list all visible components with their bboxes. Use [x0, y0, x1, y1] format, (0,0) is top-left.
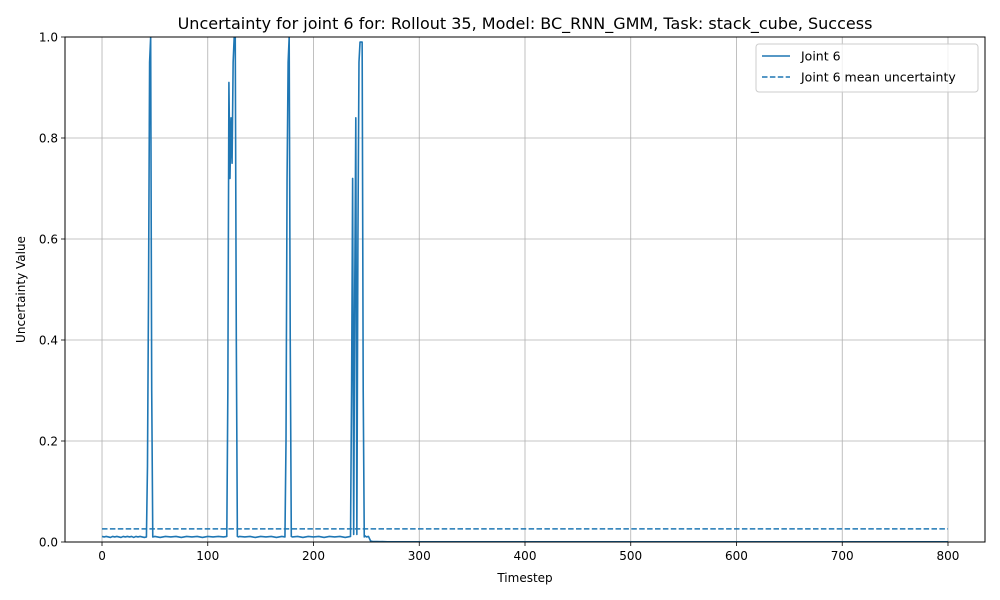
y-tick-label: 0.6 — [39, 232, 58, 246]
x-tick-label: 800 — [937, 549, 960, 563]
series-line-joint-6 — [101, 37, 948, 542]
legend-label-mean-uncertainty: Joint 6 mean uncertainty — [800, 70, 956, 85]
y-axis-label: Uncertainty Value — [14, 236, 28, 343]
chart-title: Uncertainty for joint 6 for: Rollout 35,… — [178, 14, 873, 34]
x-tick-label: 500 — [619, 549, 642, 563]
y-tick-label: 0.2 — [39, 434, 58, 448]
x-tick-label: 0 — [98, 549, 106, 563]
axis-ticks: 0 100 200 300 400 500 600 700 800 0.0 0.2 0.4 0.6 0.8… — [39, 30, 960, 563]
legend-box — [755, 43, 979, 93]
x-tick-label: 600 — [725, 549, 748, 563]
x-tick-label: 700 — [831, 549, 854, 563]
series-lines — [101, 37, 948, 542]
y-tick-label: 1.0 — [39, 30, 58, 44]
x-tick-label: 200 — [302, 549, 325, 563]
x-tick-label: 100 — [196, 549, 219, 563]
x-tick-label: 400 — [514, 549, 537, 563]
legend: Joint 6 Joint 6 mean uncertainty — [755, 43, 979, 93]
x-tick-label: 300 — [408, 549, 431, 563]
legend-label-joint-6: Joint 6 — [800, 49, 841, 64]
y-tick-label: 0.8 — [39, 131, 58, 145]
y-tick-label: 0.4 — [39, 333, 58, 347]
y-tick-label: 0.0 — [39, 535, 58, 549]
x-axis-label: Timestep — [496, 571, 552, 585]
